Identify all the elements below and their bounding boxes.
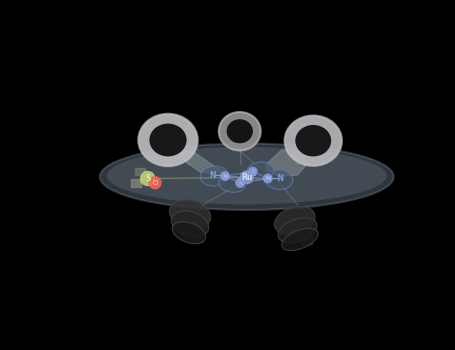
Ellipse shape [107,147,387,204]
Bar [136,168,145,175]
Ellipse shape [282,228,318,251]
Circle shape [236,179,244,187]
Ellipse shape [227,119,253,143]
Circle shape [221,172,229,180]
Ellipse shape [265,170,293,189]
Text: O: O [152,180,158,186]
Polygon shape [177,150,228,175]
Ellipse shape [138,114,198,166]
Ellipse shape [247,162,273,180]
Text: S: S [145,174,151,183]
Ellipse shape [219,112,261,150]
Text: Ru: Ru [241,173,253,182]
Text: N: N [265,176,270,181]
Circle shape [149,177,161,189]
Ellipse shape [149,124,187,156]
Circle shape [263,174,272,183]
Text: —N: —N [270,174,284,183]
Polygon shape [266,150,308,177]
Ellipse shape [200,166,228,186]
Text: N: N [237,176,244,186]
Circle shape [141,172,155,186]
Text: N: N [238,181,243,186]
Ellipse shape [169,199,211,229]
Ellipse shape [172,222,206,244]
Bar [131,179,141,187]
Ellipse shape [172,211,209,237]
Text: N—: N— [209,171,223,180]
Bar [182,222,192,233]
Ellipse shape [218,177,245,192]
Ellipse shape [284,116,342,166]
Ellipse shape [295,125,331,156]
Text: N: N [250,169,255,174]
Bar [290,232,300,241]
Bar [192,233,202,241]
Text: N: N [249,169,256,178]
Circle shape [240,171,253,184]
Ellipse shape [278,218,317,243]
Ellipse shape [274,206,315,235]
Text: N: N [222,174,228,178]
Ellipse shape [100,144,394,210]
Bar [301,234,312,245]
Circle shape [248,167,257,176]
